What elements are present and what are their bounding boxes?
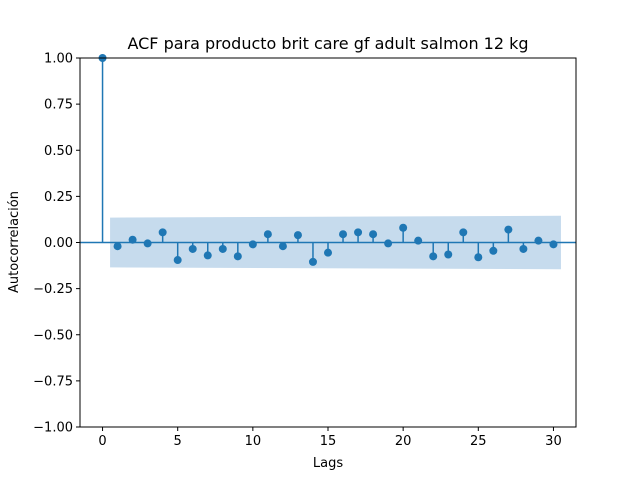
- y-tick-label: −0.25: [33, 282, 73, 297]
- y-axis-label: Autocorrelación: [7, 191, 22, 293]
- y-tick-label: 0.00: [44, 236, 73, 251]
- acf-point: [308, 257, 317, 266]
- chart-title: ACF para producto brit care gf adult sal…: [127, 34, 528, 53]
- acf-point: [324, 248, 332, 257]
- acf-point: [354, 228, 363, 237]
- acf-point: [504, 225, 513, 234]
- y-ticks: 1.00 0.75 0.50 0.25 0.00 −0.25 −0.50 −0.75 −1.00: [33, 52, 80, 436]
- acf-point: [233, 252, 242, 261]
- acf-point: [384, 239, 393, 248]
- y-tick-label: 0.25: [44, 190, 73, 205]
- acf-point: [158, 228, 167, 237]
- y-tick-label: 1.00: [44, 52, 73, 67]
- acf-point: [534, 236, 543, 245]
- acf-point: [474, 253, 483, 262]
- y-tick-label: −0.75: [33, 374, 73, 389]
- acf-point: [128, 235, 137, 244]
- x-tick-label: 30: [545, 434, 562, 449]
- y-tick-label: 0.50: [44, 144, 73, 159]
- x-tick-label: 10: [245, 434, 262, 449]
- x-tick-label: 25: [470, 434, 487, 449]
- acf-point: [248, 240, 257, 249]
- stem-layer: [98, 54, 558, 266]
- acf-point: [459, 228, 468, 237]
- acf-point: [263, 230, 272, 239]
- acf-point: [399, 223, 408, 232]
- acf-point: [444, 250, 453, 259]
- x-tick-label: 20: [395, 434, 412, 449]
- acf-point: [218, 244, 227, 253]
- acf-point: [143, 239, 152, 248]
- acf-point: [414, 236, 423, 245]
- x-ticks: 0 5 10 15 20 25 30: [98, 427, 562, 449]
- acf-point: [429, 252, 438, 261]
- acf-point: [278, 242, 287, 251]
- acf-point: [489, 246, 498, 255]
- y-tick-label: −1.00: [33, 421, 73, 436]
- x-tick-label: 15: [320, 434, 337, 449]
- acf-point: [369, 230, 378, 239]
- acf-point: [173, 256, 182, 265]
- acf-point: [203, 251, 212, 260]
- x-tick-label: 0: [98, 434, 106, 449]
- acf-point: [188, 244, 197, 253]
- acf-point: [113, 242, 122, 251]
- acf-point: [293, 231, 302, 240]
- y-tick-label: −0.50: [33, 328, 73, 343]
- x-axis-label: Lags: [313, 456, 343, 471]
- x-tick-label: 5: [174, 434, 182, 449]
- y-tick-label: 0.75: [44, 98, 73, 113]
- acf-point: [519, 244, 528, 253]
- acf-point: [549, 240, 558, 249]
- acf-point: [339, 230, 348, 239]
